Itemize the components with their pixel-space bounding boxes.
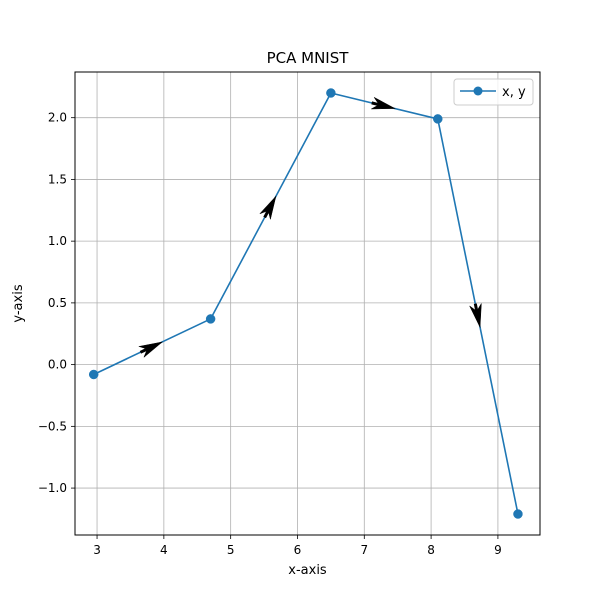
x-tick-label: 3 [93,543,101,557]
direction-arrows [138,97,482,358]
y-tick-label: −0.5 [38,419,67,433]
data-point [205,314,216,324]
direction-arrow-shaft [263,211,269,219]
x-tick-label: 7 [360,543,368,557]
y-tick-label: 1.0 [48,234,67,248]
legend-marker-swatch [473,86,483,96]
direction-arrow-shaft [139,348,147,354]
chart-title: PCA MNIST [267,49,350,67]
plot-area-frame [74,71,541,536]
y-axis-label: y-axis [11,284,26,322]
series-line [93,92,519,515]
x-axis-label: x-axis [288,563,327,578]
direction-arrow [371,97,396,110]
series-line-layer [93,92,519,515]
y-tick-label: −1.0 [38,481,67,495]
grid [75,72,540,535]
data-point [326,88,336,98]
y-tick-label: 2.0 [48,111,67,125]
x-tick-label: 5 [227,543,235,557]
y-tick-label: 0.5 [48,296,67,310]
data-point [433,114,443,124]
x-tick-label: 8 [427,543,435,557]
direction-arrow [469,303,482,329]
axis-ticks: 3 4 5 6 7 8 9 −1.0 −0.5 0.0 0.5 1.0 1.5 2.0 [38,111,502,557]
x-tick-label: 6 [294,543,302,557]
direction-arrow [138,341,163,358]
legend-box [453,78,534,106]
y-tick-label: 0.0 [48,358,67,372]
y-tick-label: 1.5 [48,172,67,186]
series-markers [88,88,523,519]
legend: x, y [453,78,534,106]
data-point [513,509,523,519]
direction-arrow-shaft [371,101,378,106]
x-tick-label: 4 [160,543,168,557]
legend-entry-label: x, y [502,85,526,100]
data-point [88,369,99,380]
direction-arrow-shaft [473,303,478,310]
direction-arrow [259,195,277,220]
x-tick-label: 9 [494,543,502,557]
